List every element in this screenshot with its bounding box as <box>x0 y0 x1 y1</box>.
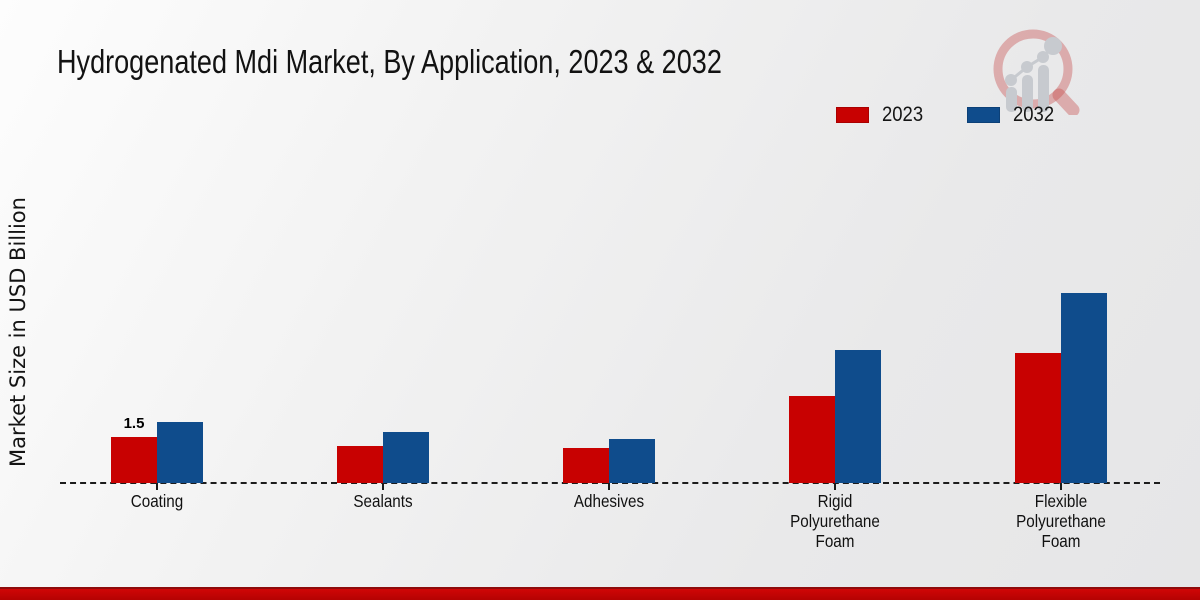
x-tick-rigid-polyurethane-foam <box>834 483 836 490</box>
bar-2023-coating <box>111 437 157 483</box>
bar-2032-adhesives <box>609 439 655 483</box>
legend-label-2032: 2032 <box>1012 103 1054 126</box>
category-label-rigid-polyurethane-foam: Rigid Polyurethane Foam <box>790 491 880 551</box>
bar-value-label: 1.5 <box>123 415 145 432</box>
legend-label-2023: 2023 <box>882 103 924 126</box>
legend-swatch-2032 <box>966 106 1000 123</box>
bar-2032-rigid-polyurethane-foam <box>835 350 881 483</box>
legend-item-2023: 2023 <box>836 104 929 125</box>
bar-2023-flexible-polyurethane-foam <box>1015 353 1061 483</box>
bottom-accent-stripe <box>0 587 1200 600</box>
x-axis-baseline <box>60 482 1160 484</box>
bar-2023-rigid-polyurethane-foam <box>789 396 835 483</box>
magnifier-bar-chart-logo-icon <box>988 25 1080 120</box>
legend: 2023 2032 <box>836 104 1059 125</box>
legend-swatch-2023 <box>836 106 869 123</box>
x-tick-adhesives <box>608 483 610 490</box>
x-tick-coating <box>156 483 158 490</box>
bar-2032-flexible-polyurethane-foam <box>1061 293 1107 483</box>
bar-2032-sealants <box>383 432 429 483</box>
bar-2032-coating <box>157 422 203 483</box>
legend-item-2032: 2032 <box>966 103 1060 126</box>
x-tick-sealants <box>382 483 384 490</box>
category-label-coating: Coating <box>130 491 184 511</box>
bar-2023-sealants <box>337 446 383 483</box>
category-label-sealants: Sealants <box>353 491 413 511</box>
bar-2023-adhesives <box>563 448 609 483</box>
chart-title: Hydrogenated Mdi Market, By Application,… <box>57 43 722 80</box>
x-tick-flexible-polyurethane-foam <box>1060 483 1062 490</box>
category-label-flexible-polyurethane-foam: Flexible Polyurethane Foam <box>1016 491 1106 551</box>
category-label-adhesives: Adhesives <box>573 491 645 511</box>
